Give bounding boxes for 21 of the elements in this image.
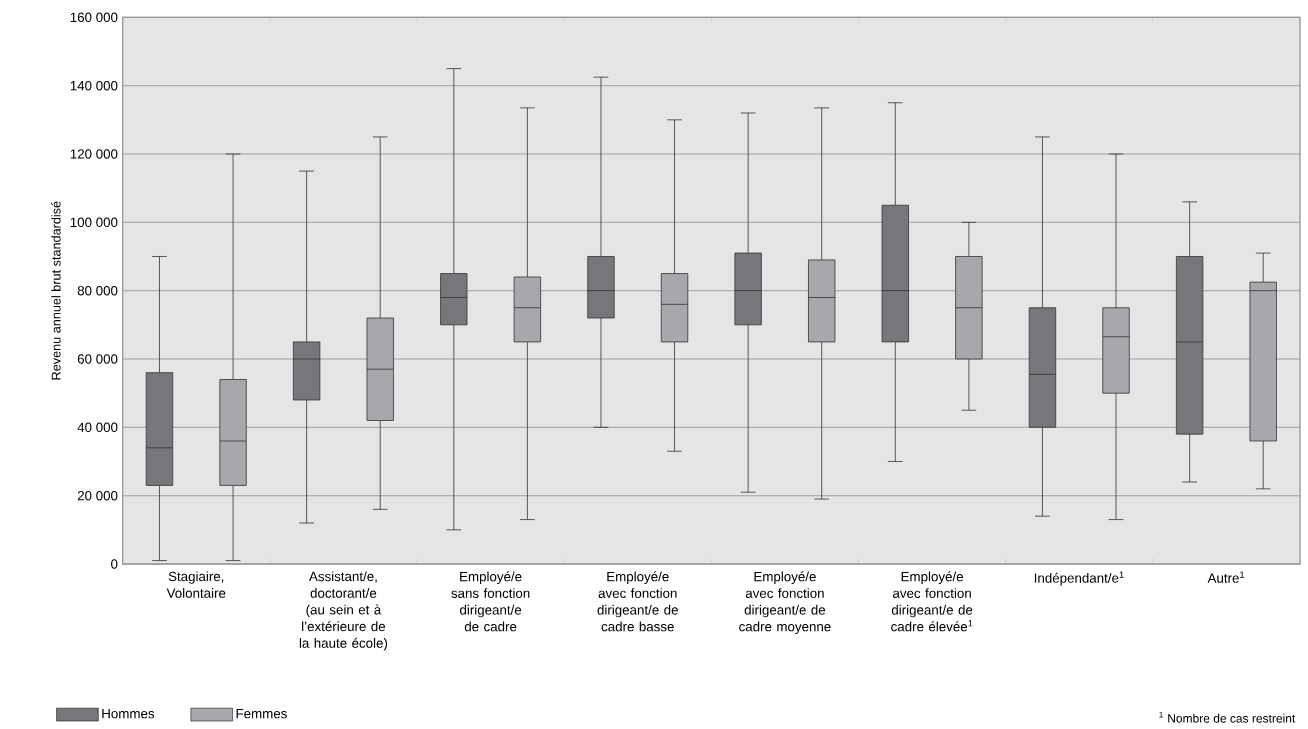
legend-label: Hommes	[102, 708, 155, 719]
y-axis-title: Revenu annuel brut standardisé	[51, 201, 61, 380]
x-tick-label: Employé/e sans fonction dirigeant/e de cadre	[451, 571, 530, 632]
x-tick-label: Employé/e avec fonction dirigeant/e de cadre élevée$^{1}$	[891, 571, 973, 632]
y-tick-label: 0	[111, 559, 118, 569]
y-tick-label: 80 000	[77, 285, 118, 296]
y-tick-label: 20 000	[77, 490, 118, 501]
x-tick-label: Indépendant/e$^{1}$	[1034, 571, 1124, 586]
x-tick-label: Employé/e avec fonction dirigeant/e de cadre basse	[597, 571, 678, 632]
y-tick-label: 120 000	[70, 149, 118, 159]
y-tick-label: 60 000	[77, 354, 118, 364]
x-tick-label: Stagiaire, Volontaire	[166, 571, 226, 598]
x-tick-label: Autre$^{1}$	[1207, 571, 1245, 583]
y-tick-label: 40 000	[77, 422, 118, 432]
x-tick-label: Employé/e avec fonction dirigeant/e de cadre moyenne	[739, 571, 831, 634]
y-tick-label: 100 000	[70, 217, 118, 227]
legend-label: Femmes	[236, 708, 287, 719]
x-tick-label: Assistant/e, doctorant/e (au sein et à l’extérieure de la haute école)	[299, 571, 388, 651]
y-tick-label: 140 000	[70, 80, 118, 91]
y-tick-label: 160 000	[70, 12, 118, 22]
text: $^{1}$ Nombre de cas restreint	[1159, 711, 1296, 723]
